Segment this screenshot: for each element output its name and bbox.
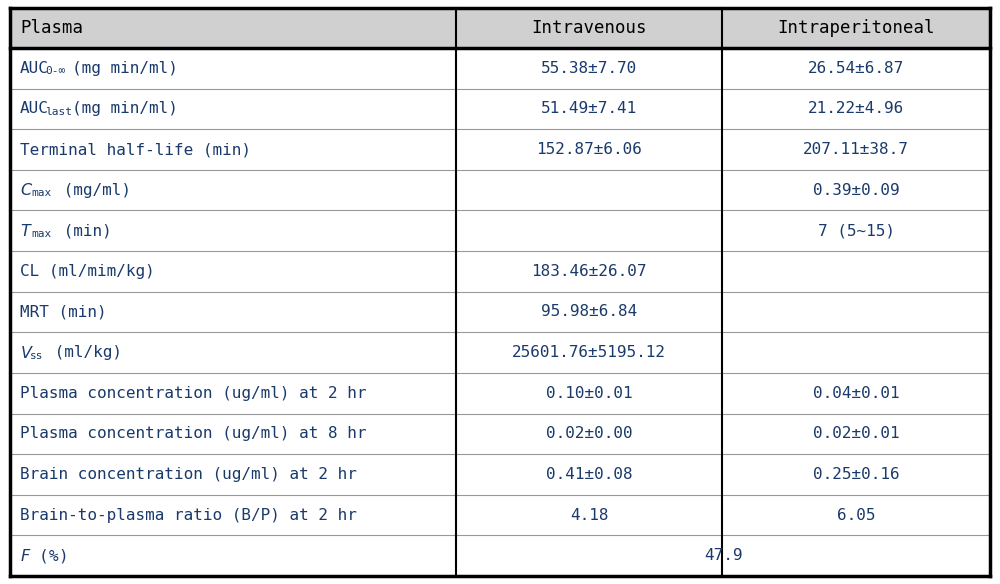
Text: 55.38±7.70: 55.38±7.70: [541, 61, 637, 76]
Text: 7 (5~15): 7 (5~15): [818, 223, 895, 238]
Text: max: max: [31, 229, 51, 239]
Text: 4.18: 4.18: [570, 507, 608, 523]
Text: max: max: [31, 188, 51, 198]
Text: $\mathit{F}$ (%): $\mathit{F}$ (%): [20, 547, 66, 565]
Bar: [10, 536, 990, 576]
Text: 95.98±6.84: 95.98±6.84: [541, 304, 637, 319]
Text: CL (ml/mim/kg): CL (ml/mim/kg): [20, 264, 155, 279]
Bar: [10, 8, 990, 48]
Text: (ml/kg): (ml/kg): [45, 345, 122, 360]
Text: Intravenous: Intravenous: [531, 19, 647, 37]
Bar: [10, 291, 990, 332]
Text: 25601.76±5195.12: 25601.76±5195.12: [512, 345, 666, 360]
Text: Plasma concentration (ug/ml) at 8 hr: Plasma concentration (ug/ml) at 8 hr: [20, 426, 366, 442]
Text: 0.02±0.00: 0.02±0.00: [546, 426, 632, 442]
Text: $\mathit{C}$: $\mathit{C}$: [20, 182, 33, 198]
Bar: [10, 210, 990, 251]
Text: 183.46±26.07: 183.46±26.07: [531, 264, 647, 279]
Bar: [10, 373, 990, 413]
Text: 47.9: 47.9: [704, 548, 742, 563]
Bar: [10, 89, 990, 129]
Text: 0.41±0.08: 0.41±0.08: [546, 467, 632, 482]
Text: Terminal half-life (min): Terminal half-life (min): [20, 142, 251, 157]
Text: 0.39±0.09: 0.39±0.09: [813, 183, 900, 197]
Text: 0-∞: 0-∞: [45, 67, 65, 77]
Text: $\mathit{T}$: $\mathit{T}$: [20, 223, 33, 239]
Text: 0.02±0.01: 0.02±0.01: [813, 426, 900, 442]
Text: AUC: AUC: [20, 61, 49, 76]
Text: last: last: [45, 107, 72, 117]
Text: (mg/ml): (mg/ml): [54, 183, 131, 197]
Text: 207.11±38.7: 207.11±38.7: [803, 142, 909, 157]
Text: (mg min/ml): (mg min/ml): [72, 102, 178, 116]
Text: AUC: AUC: [20, 102, 49, 116]
Bar: [10, 454, 990, 495]
Text: Plasma: Plasma: [20, 19, 83, 37]
Text: MRT (min): MRT (min): [20, 304, 107, 319]
Bar: [10, 129, 990, 170]
Text: (mg min/ml): (mg min/ml): [72, 61, 178, 76]
Text: 26.54±6.87: 26.54±6.87: [808, 61, 904, 76]
Text: Intraperitoneal: Intraperitoneal: [777, 19, 935, 37]
Text: Brain concentration (ug/ml) at 2 hr: Brain concentration (ug/ml) at 2 hr: [20, 467, 357, 482]
Text: 6.05: 6.05: [837, 507, 875, 523]
Text: 152.87±6.06: 152.87±6.06: [536, 142, 642, 157]
Bar: [10, 332, 990, 373]
Text: 0.25±0.16: 0.25±0.16: [813, 467, 900, 482]
Text: 0.04±0.01: 0.04±0.01: [813, 385, 900, 401]
Bar: [10, 495, 990, 536]
Bar: [10, 48, 990, 89]
Bar: [10, 251, 990, 291]
Text: 21.22±4.96: 21.22±4.96: [808, 102, 904, 116]
Text: (min): (min): [54, 223, 112, 238]
Text: $\mathit{V}$: $\mathit{V}$: [20, 345, 34, 360]
Bar: [10, 170, 990, 210]
Bar: [10, 413, 990, 454]
Text: Plasma concentration (ug/ml) at 2 hr: Plasma concentration (ug/ml) at 2 hr: [20, 385, 366, 401]
Text: 51.49±7.41: 51.49±7.41: [541, 102, 637, 116]
Text: Brain-to-plasma ratio (B/P) at 2 hr: Brain-to-plasma ratio (B/P) at 2 hr: [20, 507, 357, 523]
Text: 0.10±0.01: 0.10±0.01: [546, 385, 632, 401]
Text: ss: ss: [30, 350, 44, 360]
